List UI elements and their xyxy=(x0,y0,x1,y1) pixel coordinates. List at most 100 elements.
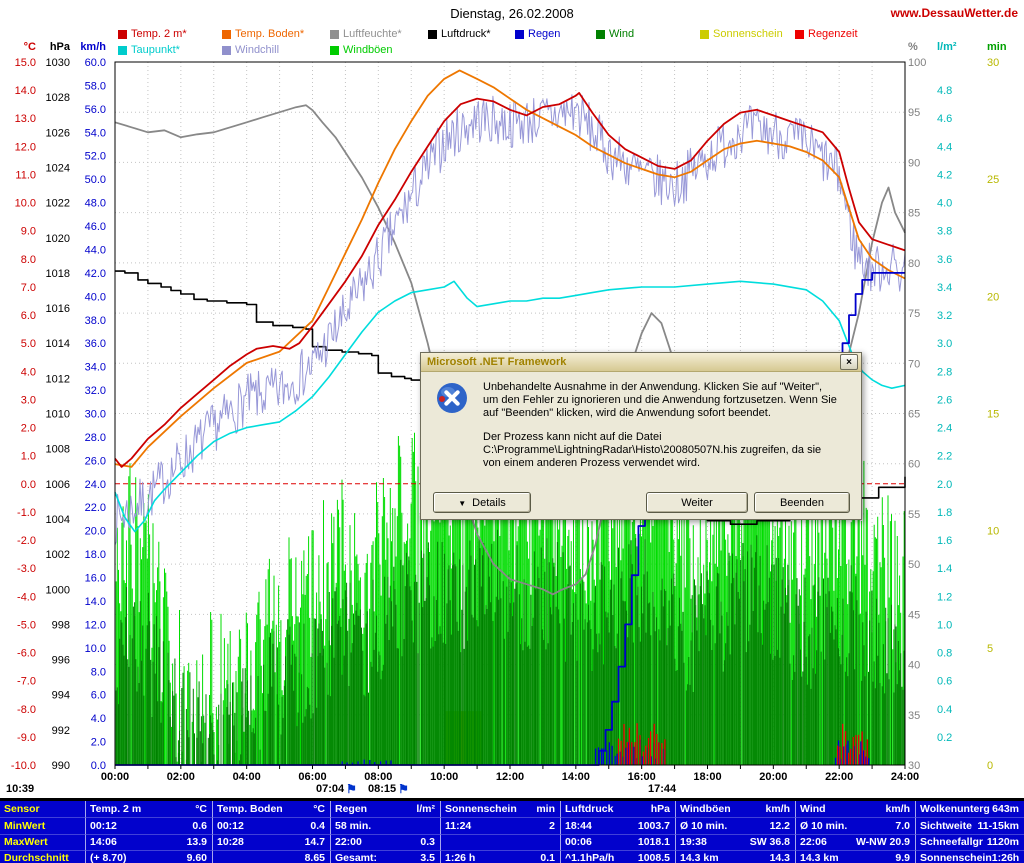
cell-label: Ø 10 min. xyxy=(800,819,848,832)
axis-tick-label: 4.4 xyxy=(937,141,952,153)
cell-label: Windböen xyxy=(680,803,731,816)
axis-tick-label: 58.0 xyxy=(85,80,106,92)
legend-item-wind: Wind xyxy=(596,28,634,40)
table-cell: 22:00 0.3 xyxy=(330,833,440,850)
x-axis-label: 04:00 xyxy=(233,771,261,783)
axis-tick-label: 994 xyxy=(52,690,70,702)
axis-tick-label: 1030 xyxy=(46,57,70,69)
cell-value: 643m xyxy=(992,803,1019,816)
axis-tick-label: 42.0 xyxy=(85,268,106,280)
event-marker: 08:15 ⚑ xyxy=(368,783,409,795)
table-cell: 00:06 1018.1 xyxy=(560,833,675,850)
cell-value: 3.5 xyxy=(420,852,435,863)
axis-tick-label: 3.0 xyxy=(21,394,36,406)
cell-label: 58 min. xyxy=(335,819,372,832)
cell-label: Sensor xyxy=(4,803,40,816)
axis-tick-label: 30.0 xyxy=(85,409,106,421)
cell-label: Sonnenschein xyxy=(920,852,992,863)
axis-tick-label: 2.2 xyxy=(937,451,952,463)
cell-value: 7.0 xyxy=(895,819,910,832)
event-marker: 17:44 xyxy=(648,783,676,795)
axis-tick-label: 40.0 xyxy=(85,291,106,303)
legend-item-taupunkt-: Taupunkt* xyxy=(118,44,180,56)
legend-swatch xyxy=(118,45,127,55)
axis-tick-label: 85 xyxy=(908,208,920,220)
cell-label: 19:38 xyxy=(680,836,707,849)
dialog-title-bar[interactable]: Microsoft .NET Framework × xyxy=(421,353,861,372)
axis-tick-label: 4.6 xyxy=(937,113,952,125)
legend-label: Windchill xyxy=(235,44,280,56)
axis-tick-label: 9.0 xyxy=(21,226,36,238)
cell-label: 10:28 xyxy=(217,836,244,849)
axis-tick-label: 2.4 xyxy=(937,423,952,435)
legend-label: Regenzeit xyxy=(808,28,858,40)
axis-tick-label: 26.0 xyxy=(85,455,106,467)
axis-tick-label: 1012 xyxy=(46,373,70,385)
cell-value: 0.6 xyxy=(192,819,207,832)
legend-label: Luftdruck* xyxy=(441,28,491,40)
legend-swatch xyxy=(428,29,437,39)
axis-tick-label: 1014 xyxy=(46,338,70,350)
cell-value: 9.60 xyxy=(186,852,207,863)
cell-label: MinWert xyxy=(4,819,46,832)
axis-tick-label: 46.0 xyxy=(85,221,106,233)
axis-tick-label: 36.0 xyxy=(85,338,106,350)
cell-value: W-NW 20.9 xyxy=(855,836,910,849)
cell-value: km/h xyxy=(765,803,790,816)
table-column-header: Temp. Boden °C xyxy=(212,801,330,818)
axis-tick-label: 35 xyxy=(908,710,920,722)
beenden-button[interactable]: Beenden xyxy=(754,492,850,513)
cell-label: Sonnenschein xyxy=(445,803,517,816)
cell-value: 9.9 xyxy=(895,852,910,863)
cell-label: MaxWert xyxy=(4,836,48,849)
cell-label: Ø 10 min. xyxy=(680,819,728,832)
legend-item-sonnenschein: Sonnenschein xyxy=(700,28,783,40)
axis-tick-label: 48.0 xyxy=(85,198,106,210)
details-button[interactable]: ▼ Details xyxy=(433,492,531,513)
axis-tick-label: 998 xyxy=(52,619,70,631)
table-cell: 19:38 SW 36.8 xyxy=(675,833,795,850)
axis-tick-label: 2.6 xyxy=(937,394,952,406)
cell-label: Luftdruck xyxy=(565,803,614,816)
cell-label: 00:12 xyxy=(217,819,244,832)
axis-tick-label: 18.0 xyxy=(85,549,106,561)
axis-tick-label: 28.0 xyxy=(85,432,106,444)
axis-tick-label: 0 xyxy=(987,760,993,772)
legend-item-windb-en: Windböen xyxy=(330,44,393,56)
axis-tick-label: 2.0 xyxy=(937,479,952,491)
axis-tick-label: 1020 xyxy=(46,233,70,245)
axis-tick-label: 65 xyxy=(908,409,920,421)
axis-tick-label: 22.0 xyxy=(85,502,106,514)
axis-tick-label: 1018 xyxy=(46,268,70,280)
weiter-button[interactable]: Weiter xyxy=(646,492,748,513)
site-link[interactable]: www.DessauWetter.de xyxy=(890,6,1018,20)
legend-swatch xyxy=(515,29,524,39)
axis-tick-label: 7.0 xyxy=(21,282,36,294)
axis-tick-label: 10.0 xyxy=(15,198,36,210)
cell-label: ^1.1hPa/h xyxy=(565,852,615,863)
axis-tick-label: 38.0 xyxy=(85,315,106,327)
axis-tick-label: -7.0 xyxy=(17,676,36,688)
axis-tick-label: 5 xyxy=(987,643,993,655)
axis-tick-label: 32.0 xyxy=(85,385,106,397)
axis-tick-label: 50.0 xyxy=(85,174,106,186)
axis-tick-label: 40 xyxy=(908,660,920,672)
axis-tick-label: 55 xyxy=(908,509,920,521)
close-button[interactable]: × xyxy=(840,354,858,370)
x-axis-label: 02:00 xyxy=(167,771,195,783)
axis-tick-label: 30 xyxy=(987,57,999,69)
axis-tick-label: 13.0 xyxy=(15,113,36,125)
cell-label: Regen xyxy=(335,803,368,816)
table-cell: Sonnenschein 1:26h xyxy=(915,849,1024,863)
cell-value: km/h xyxy=(885,803,910,816)
legend-swatch xyxy=(118,29,127,39)
axis-tick-label: 54.0 xyxy=(85,127,106,139)
axis-tick-label: 4.8 xyxy=(937,85,952,97)
table-cell: 18:44 1003.7 xyxy=(560,817,675,834)
legend-swatch xyxy=(596,29,605,39)
axis-tick-label: 11.0 xyxy=(15,169,36,181)
cell-value: °C xyxy=(195,803,207,816)
legend-label: Wind xyxy=(609,28,635,40)
axis-tick-label: 50 xyxy=(908,559,920,571)
axis-tick-label: 1028 xyxy=(46,92,70,104)
